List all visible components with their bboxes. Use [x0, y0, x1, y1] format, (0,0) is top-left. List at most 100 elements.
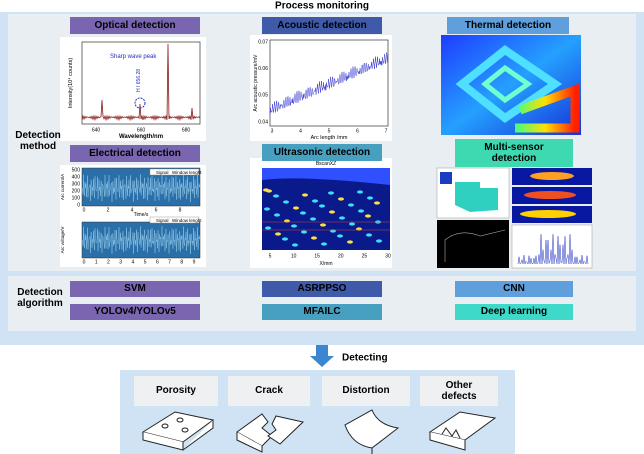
tick-label: 0 — [83, 259, 86, 265]
legend-label: Window lenght — [172, 170, 202, 175]
method-header: Ultrasonic detection — [262, 144, 382, 161]
echo — [367, 196, 373, 200]
tick-label: 0.05 — [258, 93, 268, 99]
tick-label: 30 — [385, 253, 391, 259]
echo — [337, 234, 343, 238]
echo — [312, 199, 318, 203]
legend-label: Signal — [156, 170, 169, 175]
annotation: H I 656.28 — [136, 69, 142, 92]
axis-label: Arc current/A — [60, 174, 65, 200]
legend-label: Signal — [156, 218, 169, 223]
tick-label: 7 — [385, 128, 388, 134]
axis-label: X/mm — [319, 261, 332, 267]
method-header: Multi-sensor detection — [455, 139, 573, 167]
step-label: Detecting — [342, 353, 388, 364]
tick-label: 4 — [131, 207, 134, 213]
echo — [264, 207, 270, 211]
algorithm: CNN — [455, 281, 573, 297]
tick-label: 8 — [179, 207, 182, 213]
echo — [347, 240, 353, 244]
tick-label: 0 — [77, 202, 80, 208]
echo — [300, 211, 306, 215]
echo — [357, 190, 363, 194]
echo — [358, 209, 364, 213]
defect-label: Porosity — [134, 376, 218, 406]
tick-label: 400 — [72, 174, 81, 180]
ultrasonic-plot: BscanXZ X/mm — [250, 158, 392, 268]
axis-label: Wavelength/nm — [119, 134, 163, 140]
axis-label: Intensity(10⁴ counts) — [67, 58, 74, 109]
tick-label: 7 — [168, 259, 171, 265]
echo — [265, 226, 271, 230]
algorithm: ASRPPSO — [262, 281, 382, 297]
tick-label: 2 — [107, 259, 110, 265]
echo — [291, 224, 297, 228]
tick-label: 2 — [107, 207, 110, 213]
echo — [310, 217, 316, 221]
echo — [301, 230, 307, 234]
echo — [321, 242, 327, 246]
tick-label: 680 — [182, 127, 191, 133]
multi-sensor-images — [436, 167, 593, 269]
plot-title: BscanXZ — [316, 161, 336, 167]
tick-label: 100 — [72, 195, 81, 201]
echo — [348, 203, 354, 207]
echo — [275, 232, 281, 236]
defect-label: Distortion — [322, 376, 410, 406]
section-label: Detection algorithm — [17, 287, 63, 309]
tick-label: 200 — [72, 188, 81, 194]
algorithm: SVM — [70, 281, 200, 297]
echo — [329, 210, 335, 214]
echo — [292, 243, 298, 247]
echo — [293, 206, 299, 210]
tick-label: 5 — [144, 259, 147, 265]
axis-label: Time/s — [134, 212, 149, 218]
tick-label: 0.07 — [258, 39, 268, 45]
echo — [320, 223, 326, 227]
annotation: Sharp wave peak — [110, 54, 157, 60]
signal — [81, 173, 201, 203]
tick-label: 25 — [362, 253, 368, 259]
defect-icons — [141, 409, 497, 454]
electrical-plot: Signal Window lenght Signal Window lengh… — [60, 165, 206, 267]
axis-label: Arc length /mm — [311, 135, 348, 141]
signal — [81, 225, 201, 255]
tick-label: 500 — [72, 167, 81, 173]
title: Process monitoring — [275, 1, 369, 12]
tick-label: 1 — [95, 259, 98, 265]
tick-label: 6 — [155, 207, 158, 213]
tick-label: 6 — [356, 128, 359, 134]
method-header: Thermal detection — [447, 17, 569, 34]
axis-label: Arc acoustic pressure/mV — [253, 54, 259, 112]
echo — [283, 200, 289, 204]
echo — [365, 214, 371, 218]
echo — [349, 222, 355, 226]
defect-label: Other defects — [420, 376, 498, 406]
echo — [376, 239, 382, 243]
acoustic-plot: Arc acoustic pressure/mV Arc length /mm — [250, 35, 392, 141]
method-header: Acoustic detection — [262, 17, 382, 34]
tick-label: 4 — [131, 259, 134, 265]
tick-label: 5 — [328, 128, 331, 134]
axis-label: Arc voltage/V — [60, 227, 65, 254]
tick-label: 10 — [291, 253, 297, 259]
tick-label: 20 — [338, 253, 344, 259]
tick-label: 8 — [180, 259, 183, 265]
section-label: Detection method — [15, 130, 61, 152]
tick-label: 640 — [92, 127, 101, 133]
thermal-image — [441, 35, 581, 135]
algorithm: Deep learning — [455, 304, 573, 320]
echo — [302, 193, 308, 197]
defect-label: Crack — [228, 376, 310, 406]
tick-label: 15 — [314, 253, 320, 259]
tick-label: 5 — [269, 253, 272, 259]
down-arrow — [310, 345, 334, 367]
echo — [328, 191, 334, 195]
tick-label: 4 — [299, 128, 302, 134]
tick-label: 0 — [83, 207, 86, 213]
tick-label: 0.04 — [258, 119, 268, 125]
method-header: Optical detection — [70, 17, 200, 34]
echo — [339, 216, 345, 220]
echo — [274, 213, 280, 217]
